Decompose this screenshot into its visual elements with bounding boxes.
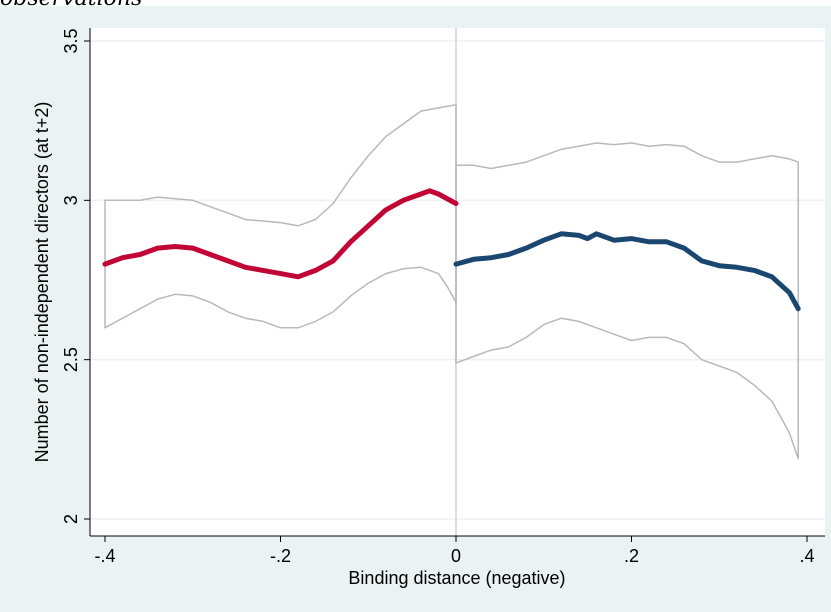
series-group	[102, 103, 801, 460]
x-tick-label: 0	[451, 546, 461, 566]
x-tick-label: -.4	[94, 546, 115, 566]
y-tick-label: 2.5	[61, 347, 81, 372]
y-tick-label: 2	[61, 514, 81, 524]
series-left-ci-lower	[104, 266, 457, 329]
series-left-ci-upper	[104, 103, 457, 227]
y-tick-label: 3.5	[61, 28, 81, 53]
y-axis-label: Number of non-independent directors (at …	[32, 102, 52, 463]
y-axis-ticks: 2 2.5 3 3.5	[61, 28, 90, 524]
x-tick-label: .4	[799, 546, 814, 566]
x-tick-label: -.2	[270, 546, 291, 566]
x-axis-label: Binding distance (negative)	[348, 568, 565, 588]
series-right-ci-lower	[455, 317, 799, 460]
series-right-fit	[453, 231, 801, 312]
series-left-fit	[102, 188, 459, 280]
series-right-ci-upper	[455, 142, 799, 170]
y-tick-label: 3	[61, 195, 81, 205]
x-tick-label: .2	[624, 546, 639, 566]
x-axis-ticks: -.4 -.2 0 .2 .4	[94, 536, 815, 566]
header-text-fragment: observations	[0, 0, 142, 11]
plot-area	[90, 28, 825, 536]
